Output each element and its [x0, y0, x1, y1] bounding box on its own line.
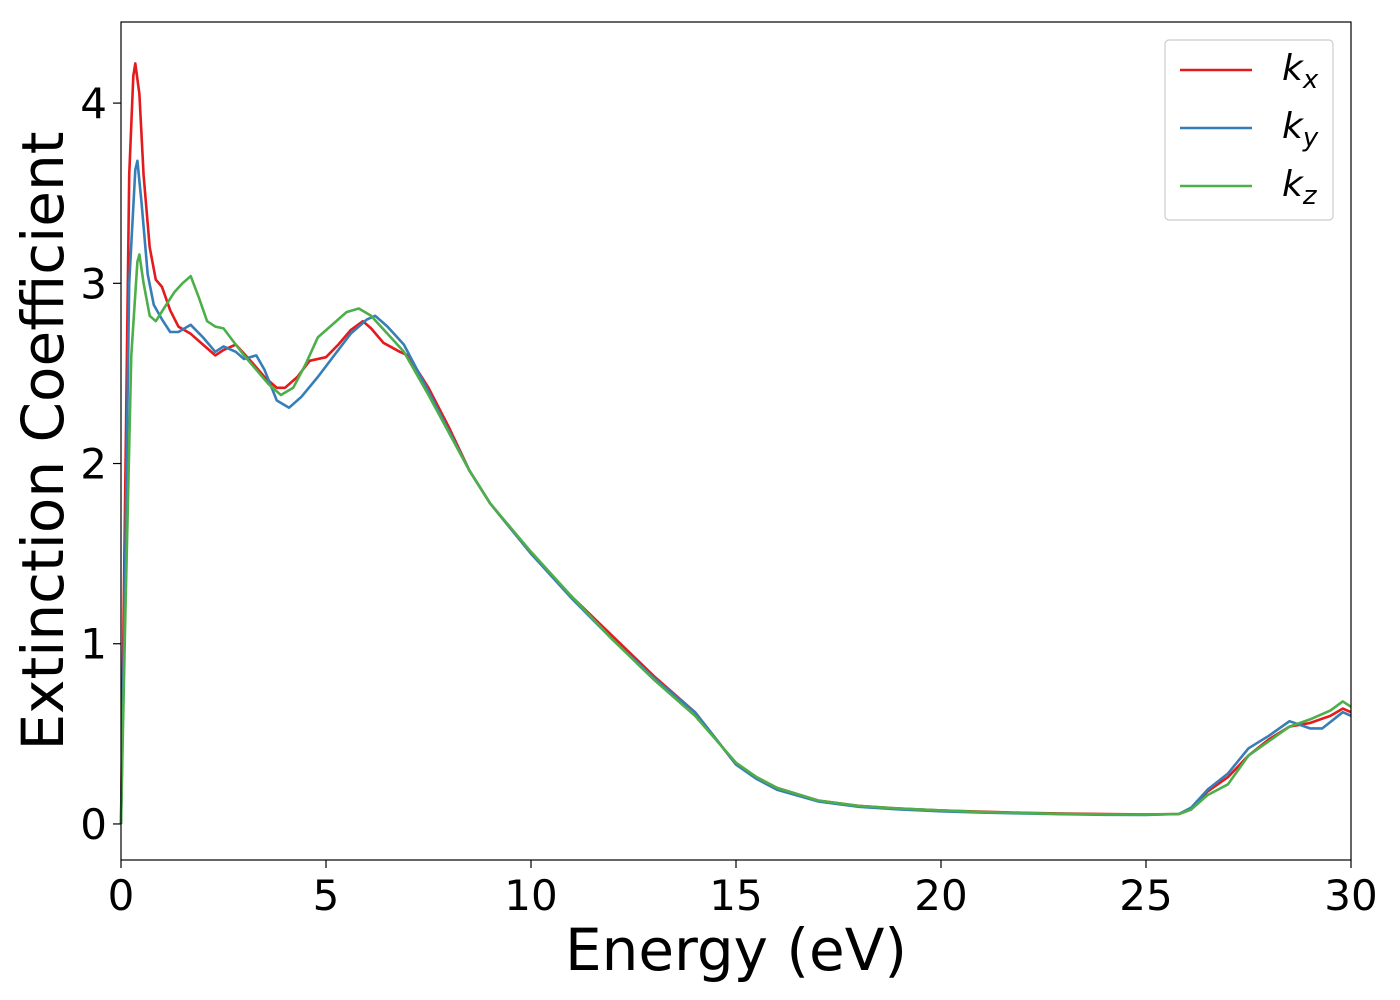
x-tick-label: 10 [504, 871, 557, 920]
x-tick-label: 25 [1119, 871, 1172, 920]
y-tick-label: 1 [80, 620, 107, 669]
legend-label-x: kx [1282, 48, 1319, 95]
x-tick-label: 0 [108, 871, 135, 920]
y-axis-title: Extinction Coefficient [9, 132, 77, 751]
x-tick-label: 30 [1324, 871, 1377, 920]
x-tick-label: 5 [313, 871, 340, 920]
legend-box [1164, 39, 1334, 221]
y-tick-label: 0 [80, 800, 107, 849]
y-tick-label: 4 [80, 79, 107, 128]
series-layer [119, 62, 1352, 825]
y-tick-label: 2 [80, 440, 107, 489]
x-axis-title: Energy (eV) [565, 916, 907, 984]
x-tick-label: 20 [914, 871, 967, 920]
y-axis-ticks: 0 1 2 3 4 [80, 79, 121, 849]
y-tick-label: 3 [80, 259, 107, 308]
x-tick-label: 15 [709, 871, 762, 920]
legend-label-z: kz [1282, 164, 1318, 211]
series-line-z [119, 253, 1352, 825]
legend-label-y: ky [1282, 106, 1319, 153]
x-axis-ticks: 0 5 10 15 20 25 30 [108, 860, 1378, 920]
legend: kx ky kz [1164, 39, 1334, 221]
